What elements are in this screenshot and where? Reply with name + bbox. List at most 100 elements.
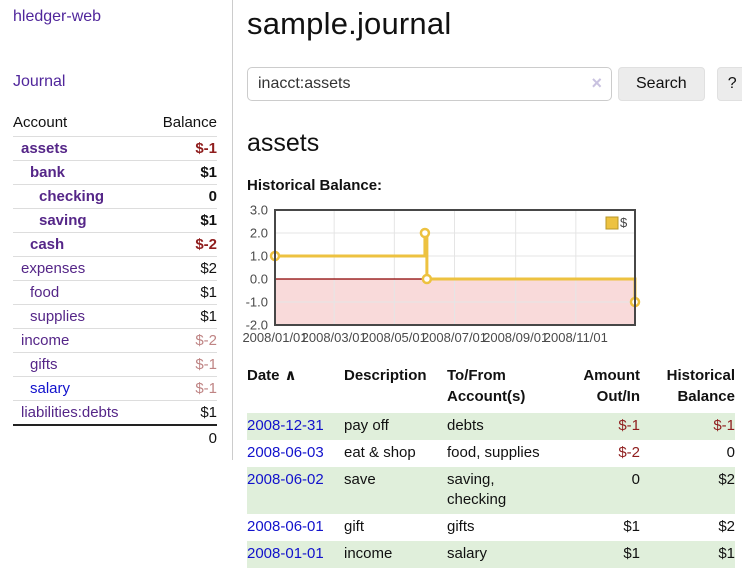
help-button[interactable]: ?	[716, 67, 742, 101]
account-balance: 0	[147, 184, 217, 209]
transaction-accounts: saving, checking	[447, 471, 507, 508]
transaction-description: save	[344, 471, 376, 488]
transaction-balance: $2	[718, 518, 735, 535]
account-row: saving $1	[13, 208, 217, 233]
legend-swatch	[605, 216, 619, 230]
register-column-header: To/From Account(s)	[447, 367, 526, 405]
account-link[interactable]: expenses	[21, 260, 86, 277]
historical-balance-chart: $3.0 2.0 1.0 0.0 -1.0 -2.0 2008/01/01 2008/03/0…	[239, 198, 741, 348]
svg-text:2.0: 2.0	[250, 226, 268, 241]
account-link[interactable]: gifts	[30, 356, 58, 373]
account-balance: $-2	[147, 232, 217, 257]
transaction-date-link[interactable]: 2008-12-31	[247, 417, 324, 434]
svg-text:2008/03/01: 2008/03/01	[302, 330, 367, 345]
transaction-amount: $-2	[618, 444, 640, 461]
transaction-date-link[interactable]: 2008-06-02	[247, 471, 324, 488]
sidebar: hledger-web Journal Account Balance asse…	[0, 0, 233, 460]
transaction-row: 2008-06-01 gift gifts $1 $2	[247, 514, 735, 541]
transaction-accounts: debts	[447, 417, 484, 434]
svg-text:0.0: 0.0	[250, 272, 268, 287]
transaction-balance: 0	[726, 444, 735, 461]
transaction-amount: 0	[631, 471, 640, 488]
transaction-row: 2008-06-03 eat & shop food, supplies $-2…	[247, 440, 735, 467]
svg-text:2008/07/01: 2008/07/01	[422, 330, 487, 345]
transaction-date-link[interactable]: 2008-06-03	[247, 444, 324, 461]
sidebar-item-journal[interactable]: Journal	[13, 73, 66, 90]
account-heading: assets	[247, 129, 320, 157]
page-title: sample.journal	[247, 6, 452, 41]
account-link[interactable]: income	[21, 332, 70, 349]
svg-text:3.0: 3.0	[250, 203, 268, 218]
clear-search-icon[interactable]: ×	[591, 73, 602, 93]
account-row: supplies $1	[13, 304, 217, 329]
search-input[interactable]	[247, 67, 612, 101]
account-balance: $1	[147, 304, 217, 329]
chart-svg: $3.0 2.0 1.0 0.0 -1.0 -2.02008/01/012008/03/0…	[242, 203, 641, 345]
account-balance: $1	[147, 160, 217, 185]
search-button[interactable]: Search	[618, 67, 705, 101]
register-column-header: Description	[344, 367, 427, 384]
account-link[interactable]: bank	[30, 164, 66, 181]
sort-asc-icon: ∧	[284, 367, 297, 384]
accounts-total-balance: 0	[147, 424, 217, 450]
transaction-accounts: food, supplies	[447, 444, 540, 461]
account-link[interactable]: saving	[39, 212, 87, 229]
transaction-balance: $1	[718, 545, 735, 562]
transaction-accounts: gifts	[447, 518, 475, 535]
accounts-header-account: Account	[13, 112, 148, 137]
svg-text:2008/05/01: 2008/05/01	[362, 330, 427, 345]
account-link[interactable]: checking	[39, 188, 105, 205]
register-column-header[interactable]: Date ∧	[247, 367, 297, 384]
search-form: × Search ?	[247, 67, 742, 101]
chart-label: Historical Balance:	[247, 177, 383, 194]
accounts-table: Account Balance assets $-1 bank $1 check…	[13, 112, 217, 450]
svg-text:-1.0: -1.0	[246, 295, 268, 310]
transaction-row: 2008-01-01 income salary $1 $1	[247, 541, 735, 568]
accounts-total-row: 0	[13, 424, 217, 450]
account-link[interactable]: supplies	[30, 308, 86, 325]
transaction-amount: $1	[623, 545, 640, 562]
account-row: cash $-2	[13, 232, 217, 257]
account-row: assets $-1	[13, 136, 217, 161]
transaction-date-link[interactable]: 2008-06-01	[247, 518, 324, 535]
account-balance: $1	[147, 400, 217, 426]
transaction-description: income	[344, 545, 393, 562]
legend-label: $	[620, 215, 628, 230]
register-table: Date ∧ Description To/From Account(s) Amount…	[247, 365, 735, 568]
account-row: liabilities:debts $1	[13, 400, 217, 426]
transaction-description: pay off	[344, 417, 389, 434]
transaction-row: 2008-12-31 pay off debts $-1 $-1	[247, 413, 735, 440]
account-balance: $1	[147, 208, 217, 233]
account-link[interactable]: food	[30, 284, 60, 301]
account-row: income $-2	[13, 328, 217, 353]
account-row: bank $1	[13, 160, 217, 185]
svg-text:2008/11/01: 2008/11/01	[544, 330, 608, 345]
account-link[interactable]: salary	[30, 380, 71, 397]
account-row: food $1	[13, 280, 217, 305]
account-balance: $2	[147, 256, 217, 281]
transaction-balance: $2	[718, 471, 735, 488]
account-balance: $-1	[147, 352, 217, 377]
account-link[interactable]: liabilities:debts	[21, 404, 119, 421]
transaction-amount: $1	[623, 518, 640, 535]
transaction-balance: $-1	[713, 417, 735, 434]
transaction-description: gift	[344, 518, 365, 535]
svg-text:2008/01/01: 2008/01/01	[242, 330, 307, 345]
app-brand[interactable]: hledger-web	[13, 8, 102, 25]
transaction-accounts: salary	[447, 545, 488, 562]
register-column-header: Historical Balance	[666, 367, 735, 405]
transaction-row: 2008-06-02 save saving, checking 0 $2	[247, 467, 735, 514]
register-column-header: Amount Out/In	[583, 367, 640, 405]
transaction-date-link[interactable]: 2008-01-01	[247, 545, 324, 562]
account-link[interactable]: cash	[30, 236, 65, 253]
svg-text:-2.0: -2.0	[246, 318, 268, 333]
account-row: gifts $-1	[13, 352, 217, 377]
svg-text:2008/09/01: 2008/09/01	[483, 330, 548, 345]
account-balance: $-2	[147, 328, 217, 353]
transaction-description: eat & shop	[344, 444, 416, 461]
account-balance: $-1	[147, 376, 217, 401]
account-balance: $1	[147, 280, 217, 305]
account-balance: $-1	[147, 136, 217, 161]
account-link[interactable]: assets	[21, 140, 68, 157]
account-row: checking 0	[13, 184, 217, 209]
